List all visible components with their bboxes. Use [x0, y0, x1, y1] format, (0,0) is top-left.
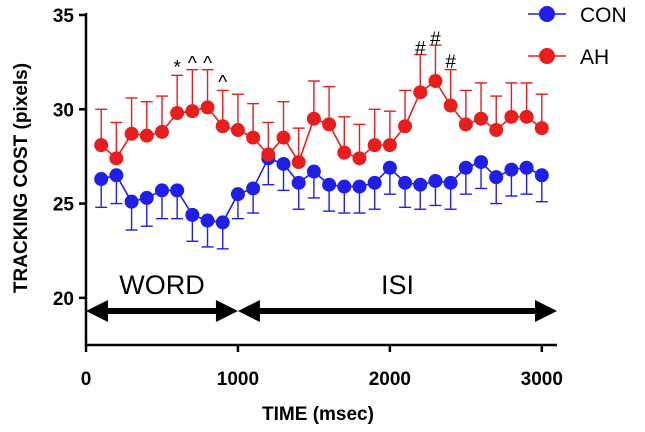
data-point	[519, 109, 534, 124]
annotation-mark: #	[430, 29, 441, 50]
x-tick-label: 0	[81, 369, 92, 390]
data-point	[276, 130, 291, 145]
arrow-head-left	[86, 300, 108, 323]
period-label: WORD	[119, 270, 204, 300]
data-point	[291, 175, 306, 190]
data-point	[534, 168, 549, 183]
data-point	[185, 207, 200, 222]
data-point	[474, 155, 489, 170]
data-point	[367, 138, 382, 153]
legend: CON AH	[528, 4, 627, 69]
data-point	[322, 117, 337, 132]
y-tick-label: 25	[53, 195, 75, 216]
period-arrow-word: WORD	[86, 270, 238, 323]
data-point	[306, 111, 321, 126]
data-point	[352, 179, 367, 194]
data-point	[504, 162, 519, 177]
data-point	[489, 170, 504, 185]
legend-marker	[539, 48, 555, 64]
data-point	[504, 109, 519, 124]
legend-marker	[539, 6, 555, 22]
data-point	[322, 177, 337, 192]
y-tick-label: 35	[53, 6, 75, 27]
annotation-mark: ^	[203, 54, 212, 75]
data-point	[443, 175, 458, 190]
series-layer	[94, 44, 549, 250]
significance-annotations: * ^ ^^# ##	[173, 29, 456, 93]
x-axis-ticks: 0 1000 2000 3000	[81, 345, 563, 390]
data-point	[246, 181, 261, 196]
series-con	[94, 151, 549, 250]
annotation-mark: *	[173, 57, 181, 78]
data-point	[428, 74, 443, 88]
data-point	[124, 126, 139, 141]
data-point	[458, 160, 473, 175]
data-point	[291, 155, 306, 170]
data-point	[306, 164, 321, 179]
data-point	[413, 177, 428, 192]
data-point	[474, 111, 489, 126]
data-point	[230, 187, 245, 202]
data-point	[398, 119, 413, 134]
data-point	[154, 124, 169, 139]
data-point	[94, 138, 109, 153]
annotation-mark: #	[445, 52, 456, 73]
data-point	[458, 117, 473, 132]
data-point	[398, 175, 413, 190]
period-arrow-isi: ISI	[237, 270, 557, 323]
data-point	[413, 85, 428, 100]
x-tick-label: 3000	[521, 369, 563, 390]
period-arrows: WORD ISI	[86, 270, 557, 323]
data-point	[139, 128, 154, 143]
legend-entry-con: CON	[528, 4, 627, 27]
data-point	[428, 173, 443, 188]
data-point	[519, 160, 534, 175]
series-ah	[94, 44, 549, 170]
data-point	[109, 168, 124, 183]
legend-label: CON	[580, 4, 627, 27]
data-point	[246, 130, 261, 145]
y-axis-ticks: 20 25 30 35	[53, 6, 86, 310]
annotation-mark: ^	[218, 73, 227, 94]
data-point	[367, 175, 382, 190]
data-point	[215, 119, 230, 134]
data-point	[94, 172, 109, 187]
x-tick-label: 1000	[217, 369, 259, 390]
data-point	[489, 123, 504, 138]
data-point	[443, 98, 458, 113]
legend-entry-ah: AH	[528, 46, 609, 69]
data-point	[215, 215, 230, 230]
data-point	[382, 138, 397, 153]
data-point	[154, 183, 169, 198]
data-point	[261, 147, 276, 162]
y-axis-title: TRACKING COST (pixels)	[11, 63, 32, 293]
annotation-mark: #	[415, 39, 426, 60]
legend-label: AH	[580, 46, 609, 69]
data-point	[109, 151, 124, 166]
data-point	[185, 104, 200, 119]
data-point	[170, 106, 185, 121]
data-point	[200, 213, 215, 228]
data-point	[124, 194, 139, 209]
y-tick-label: 30	[53, 100, 74, 121]
y-tick-label: 20	[53, 289, 74, 310]
data-point	[337, 145, 352, 160]
data-point	[200, 100, 215, 115]
data-point	[139, 190, 154, 205]
data-point	[352, 151, 367, 166]
x-axis-title: TIME (msec)	[262, 404, 374, 425]
data-point	[170, 183, 185, 198]
arrow-head-right	[215, 300, 238, 323]
x-tick-label: 2000	[369, 369, 411, 390]
data-point	[230, 123, 245, 138]
data-point	[276, 156, 291, 171]
annotation-mark: ^	[188, 54, 197, 75]
arrow-head-right	[535, 300, 557, 323]
data-point	[382, 160, 397, 175]
data-point	[337, 179, 352, 194]
period-label: ISI	[381, 270, 414, 300]
data-point	[534, 121, 549, 136]
arrow-head-left	[237, 300, 260, 323]
